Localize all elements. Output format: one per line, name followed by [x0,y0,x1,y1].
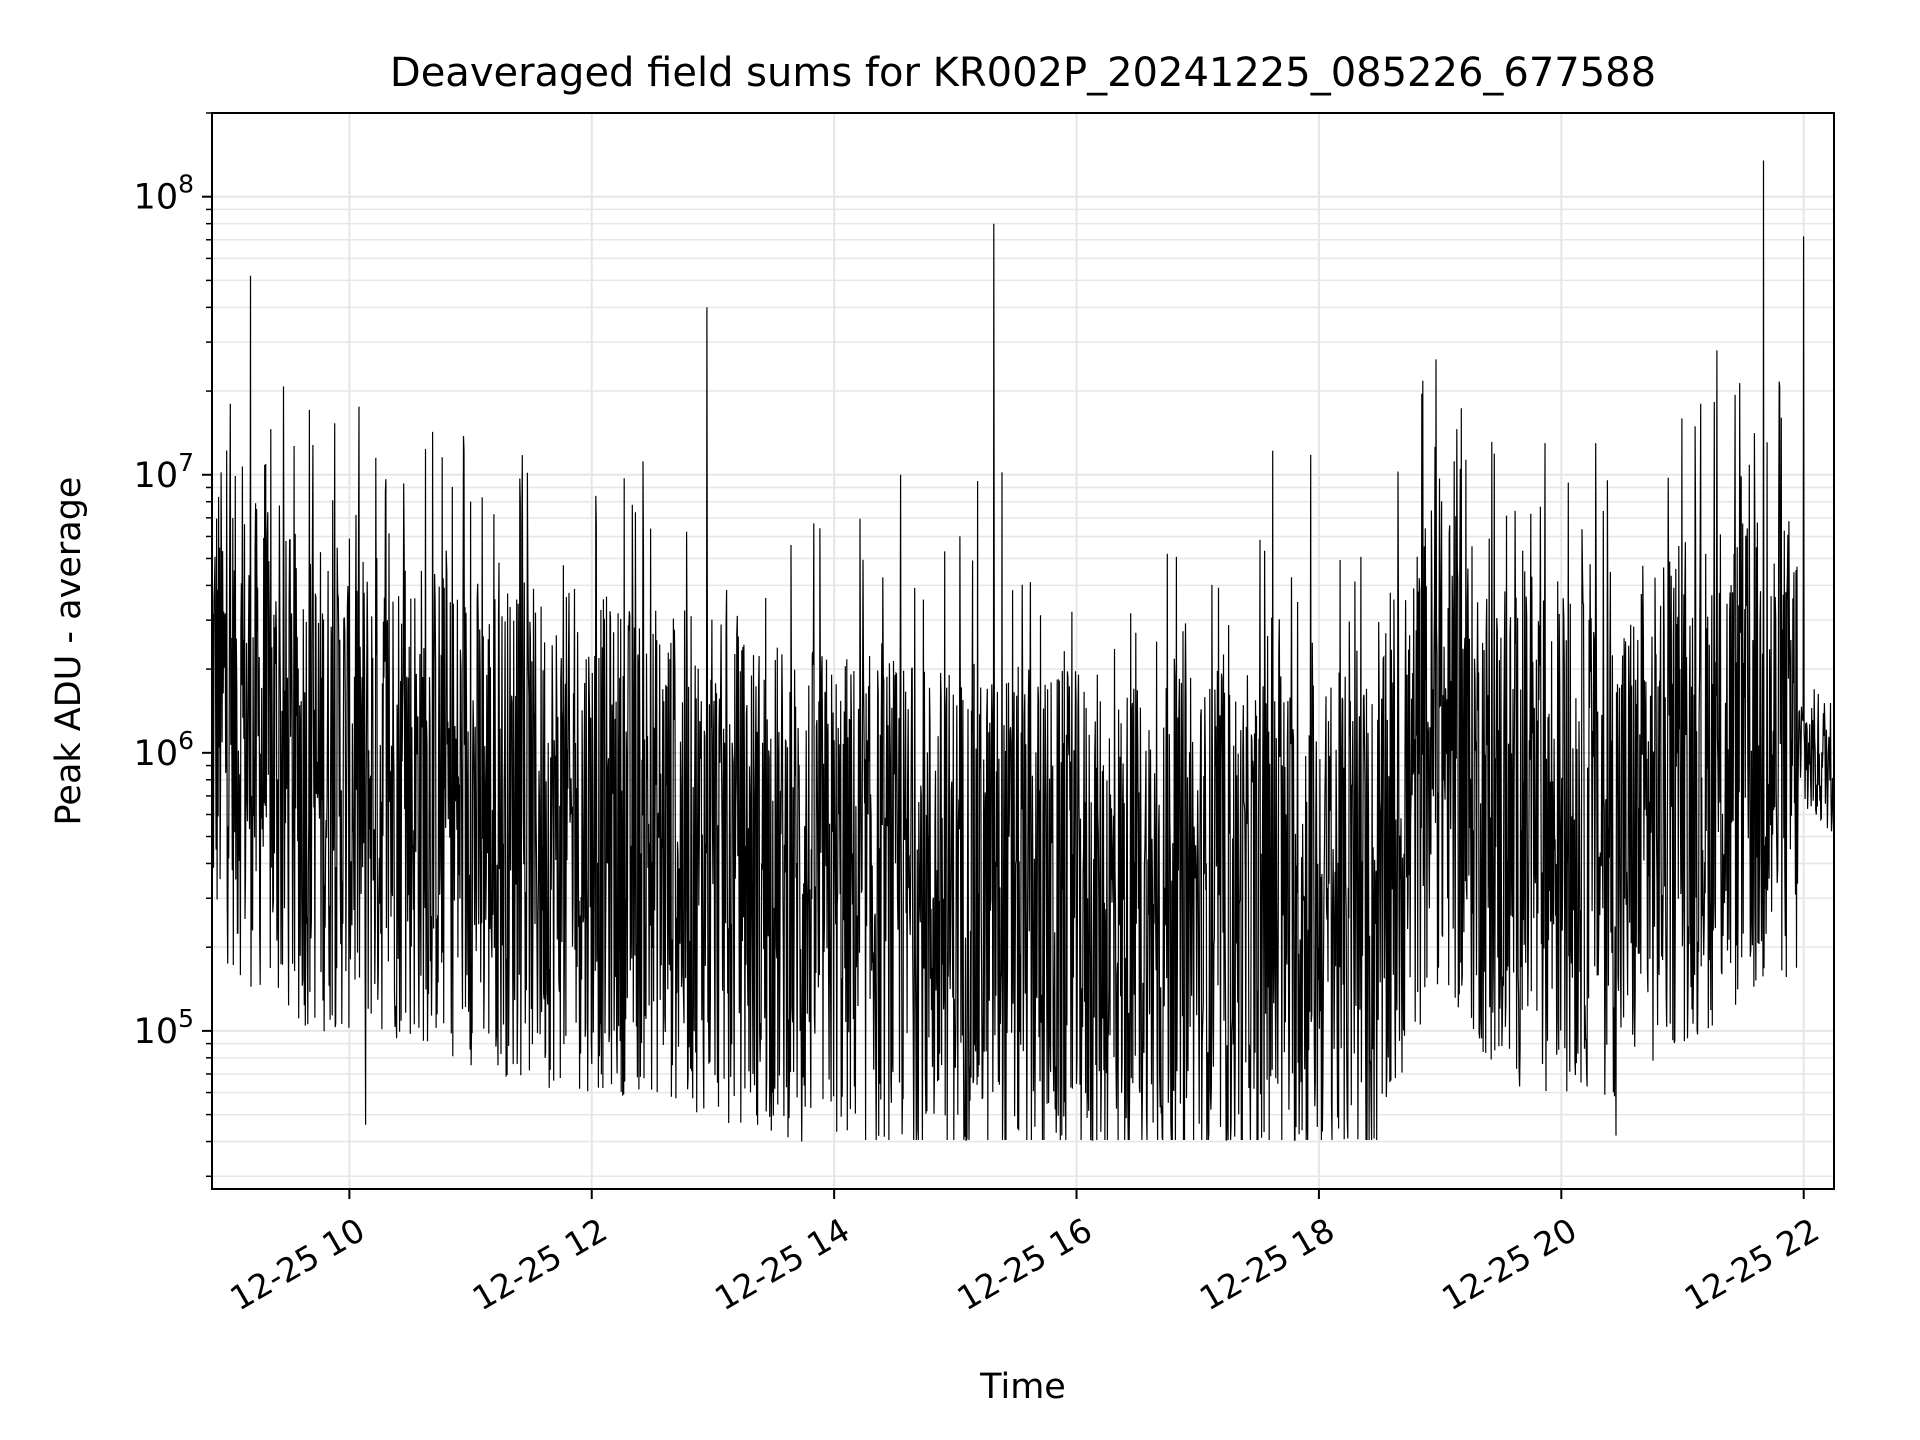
y-axis: 105 106 107 108 [134,112,212,1178]
y-tick-label: 105 [134,1004,194,1052]
y-tick-label: 106 [134,726,194,774]
series-group [211,160,1835,1142]
plot-frame [211,112,1835,1190]
series-line [211,160,1835,1142]
y-tick-label: 107 [134,448,194,496]
x-axis-label: Time [979,1367,1066,1407]
chart-title: Deaveraged field sums for KR002P_2024122… [390,50,1656,96]
y-axis-label: Peak ADU - average [49,477,89,826]
y-tick-label: 108 [134,170,194,218]
